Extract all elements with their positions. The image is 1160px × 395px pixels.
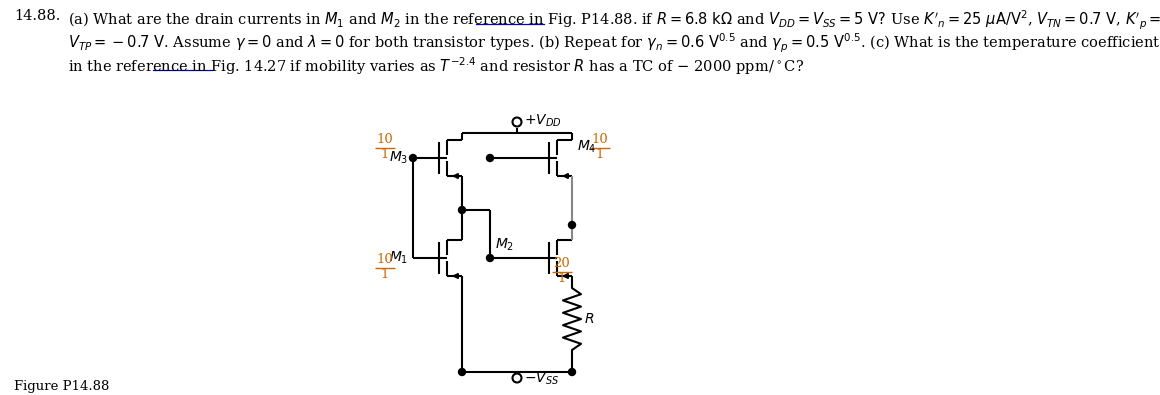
Text: (a) What are the drain currents in $M_1$ and $M_2$ in the reference in Fig. P14.: (a) What are the drain currents in $M_1$… xyxy=(68,9,1160,32)
Text: $+V_{DD}$: $+V_{DD}$ xyxy=(524,113,561,129)
Text: 14.88.: 14.88. xyxy=(14,9,60,23)
Circle shape xyxy=(409,154,416,162)
Circle shape xyxy=(486,254,493,261)
Text: 1: 1 xyxy=(558,272,566,285)
Circle shape xyxy=(513,374,522,382)
Circle shape xyxy=(513,117,522,126)
Text: 20: 20 xyxy=(553,257,571,270)
Text: 1: 1 xyxy=(596,148,604,161)
Circle shape xyxy=(458,369,465,376)
Circle shape xyxy=(486,154,493,162)
Text: $-V_{SS}$: $-V_{SS}$ xyxy=(524,371,559,387)
Text: 1: 1 xyxy=(380,148,390,161)
Text: $M_3$: $M_3$ xyxy=(389,150,408,166)
Text: $R$: $R$ xyxy=(583,312,594,326)
Circle shape xyxy=(458,207,465,214)
Text: 10: 10 xyxy=(377,253,393,266)
Text: $M_4$: $M_4$ xyxy=(577,139,596,155)
Text: $M_1$: $M_1$ xyxy=(389,250,408,266)
Text: $V_{TP} = -0.7\ \mathrm{V}$. Assume $\gamma = 0$ and $\lambda = 0$ for both tran: $V_{TP} = -0.7\ \mathrm{V}$. Assume $\ga… xyxy=(68,32,1160,55)
Circle shape xyxy=(568,369,575,376)
Text: Figure P14.88: Figure P14.88 xyxy=(14,380,109,393)
Text: in the reference in Fig. 14.27 if mobility varies as $T^{-2.4}$ and resistor $R$: in the reference in Fig. 14.27 if mobili… xyxy=(68,55,804,77)
Text: 1: 1 xyxy=(380,268,390,281)
Text: $M_2$: $M_2$ xyxy=(495,237,514,253)
Circle shape xyxy=(568,222,575,228)
Text: 10: 10 xyxy=(377,133,393,146)
Text: 10: 10 xyxy=(592,133,608,146)
